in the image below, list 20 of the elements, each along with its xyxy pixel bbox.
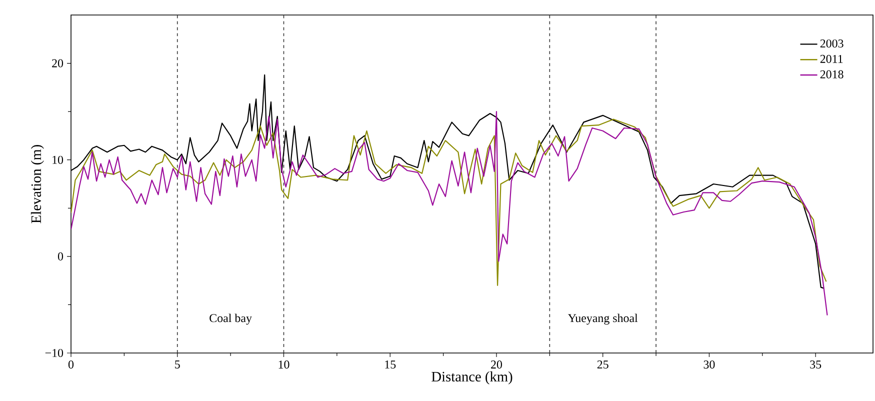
y-tick-label: 0 xyxy=(58,252,64,260)
y-tick-label: 10 xyxy=(52,156,64,164)
legend-label: 2011 xyxy=(820,54,843,63)
x-tick-label: 35 xyxy=(810,360,822,369)
annotation: Coal bay xyxy=(210,314,252,325)
x-tick-label: 30 xyxy=(704,360,715,369)
legend-label: 2003 xyxy=(820,39,844,48)
y-tick-label: −10 xyxy=(45,348,64,358)
x-tick-label: 25 xyxy=(597,360,608,369)
x-tick-label: 0 xyxy=(68,360,74,369)
x-tick-label: 20 xyxy=(491,360,502,369)
y-axis-title: Elevation (m) xyxy=(30,144,44,224)
x-tick-label: 5 xyxy=(175,360,180,368)
annotation: Yueyang shoal xyxy=(568,314,638,325)
x-axis-title: Distance (km) xyxy=(432,371,512,384)
x-tick-label: 10 xyxy=(278,360,290,369)
line-series xyxy=(71,118,827,286)
legend-label: 2018 xyxy=(820,70,844,78)
y-tick-label: 20 xyxy=(52,59,64,68)
x-tick-label: 15 xyxy=(385,360,396,369)
